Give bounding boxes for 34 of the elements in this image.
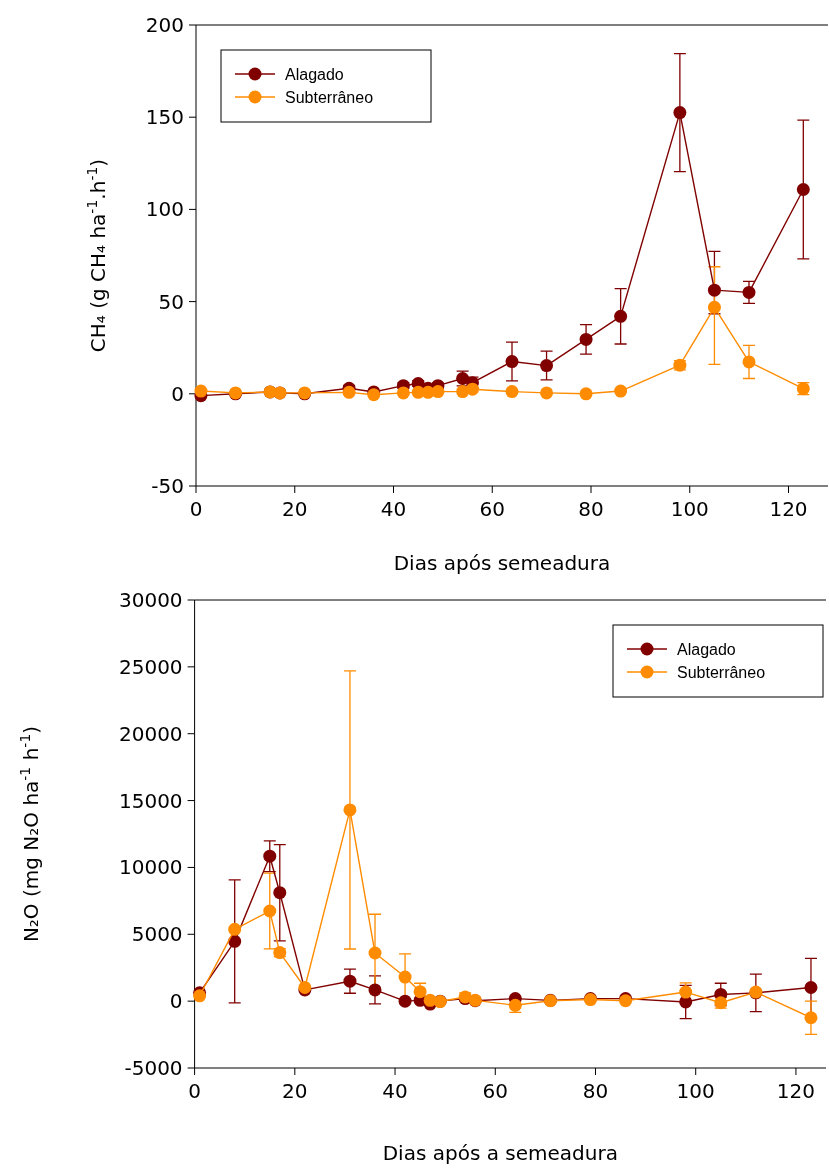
y-tick-label: 30000 bbox=[118, 588, 183, 612]
x-axis-title: Dias após semeadura bbox=[393, 551, 611, 575]
x-tick-label: 120 bbox=[776, 1079, 816, 1103]
x-tick-label: 80 bbox=[578, 497, 604, 521]
x-axis-title: Dias após a semeadura bbox=[382, 1141, 618, 1165]
y-tick-label: 100 bbox=[145, 197, 184, 222]
x-tick-label: 60 bbox=[482, 1079, 508, 1103]
x-tick-label: 80 bbox=[582, 1079, 609, 1103]
x-tick-label: 0 bbox=[188, 1079, 201, 1103]
y-tick-label: -5000 bbox=[124, 1056, 183, 1080]
x-tick-label: 60 bbox=[479, 497, 505, 521]
x-tick-label: 40 bbox=[382, 1079, 408, 1103]
y-tick-label: 0 bbox=[171, 381, 184, 406]
y-tick-label: 10000 bbox=[118, 855, 183, 880]
y-tick-label: 20000 bbox=[118, 721, 183, 746]
x-tick-label: 100 bbox=[670, 497, 709, 521]
legend-label: Alagado bbox=[677, 640, 736, 658]
x-tick-label: 100 bbox=[676, 1079, 715, 1103]
y-tick-label: 200 bbox=[145, 13, 184, 37]
x-tick-label: 20 bbox=[282, 497, 308, 521]
y-tick-label: -50 bbox=[151, 474, 184, 498]
legend-label: Subterrâneo bbox=[677, 663, 766, 681]
y-tick-label: 0 bbox=[169, 989, 183, 1014]
x-tick-label: 20 bbox=[282, 1079, 308, 1103]
y-tick-label: 150 bbox=[145, 105, 184, 130]
y-tick-label: 5000 bbox=[131, 922, 183, 947]
y-tick-label: 25000 bbox=[118, 654, 183, 679]
y-tick-label: 50 bbox=[158, 289, 184, 314]
x-tick-label: 40 bbox=[380, 497, 407, 521]
y-tick-label: 15000 bbox=[118, 788, 183, 813]
legend-label: Alagado bbox=[285, 65, 344, 83]
x-tick-label: 0 bbox=[189, 497, 203, 521]
x-tick-label: 120 bbox=[769, 497, 808, 521]
legend-label: Subterrâneo bbox=[285, 88, 374, 106]
